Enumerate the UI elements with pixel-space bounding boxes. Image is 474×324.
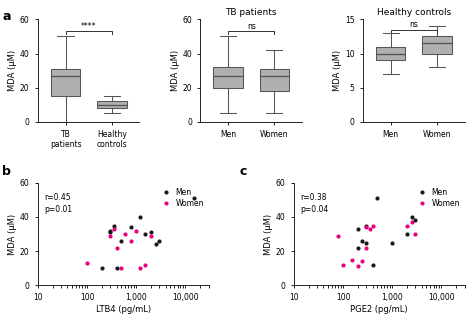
Point (110, 226, 118, 232)
Bar (97, 101, 127, 108)
Point (147, 233, 155, 238)
Point (147, 230, 155, 235)
Y-axis label: MDA (μM): MDA (μM) (333, 50, 342, 91)
Point (335, 233, 342, 238)
Point (155, 238, 163, 243)
Point (354, 226, 362, 232)
Bar (213, 67, 243, 87)
Point (107, 228, 114, 233)
Point (411, 218, 419, 223)
Legend: Men, Women: Men, Women (157, 187, 205, 209)
Bar (376, 47, 405, 60)
Point (121, 231, 129, 237)
Point (107, 233, 114, 238)
Y-axis label: MDA (μM): MDA (μM) (264, 214, 273, 255)
Bar (422, 37, 452, 53)
Point (152, 242, 159, 247)
Point (408, 214, 415, 220)
Title: TB patients: TB patients (226, 8, 277, 17)
Point (118, 265, 125, 271)
Text: b: b (2, 165, 11, 178)
Text: r=0.38
p=0.04: r=0.38 p=0.04 (301, 193, 329, 214)
Point (408, 220, 415, 225)
Text: c: c (239, 165, 247, 178)
Text: ns: ns (247, 22, 255, 31)
Point (83, 260, 91, 266)
Point (354, 264, 362, 269)
Point (354, 245, 362, 250)
Point (128, 238, 135, 243)
Point (118, 238, 125, 243)
X-axis label: LTB4 (pg/mL): LTB4 (pg/mL) (96, 305, 151, 314)
Point (369, 223, 376, 228)
Point (113, 265, 120, 271)
Point (363, 245, 370, 250)
Point (363, 225, 370, 230)
Point (363, 223, 370, 228)
Y-axis label: MDA (μM): MDA (μM) (171, 50, 180, 91)
Point (411, 231, 419, 237)
Point (348, 257, 356, 262)
Point (366, 226, 374, 232)
Point (359, 259, 366, 264)
Title: Healthy controls: Healthy controls (377, 8, 451, 17)
Point (110, 223, 118, 228)
Point (363, 240, 370, 245)
Point (136, 214, 144, 220)
Point (107, 230, 114, 235)
Point (128, 225, 135, 230)
Point (113, 245, 120, 250)
Bar (260, 69, 289, 91)
Legend: Men, Women: Men, Women (413, 187, 461, 209)
Y-axis label: MDA (μM): MDA (μM) (8, 50, 17, 91)
Point (190, 196, 198, 201)
Point (374, 196, 381, 201)
Point (403, 223, 410, 228)
X-axis label: PGE2 (pg/mL): PGE2 (pg/mL) (350, 305, 408, 314)
Text: ns: ns (409, 20, 418, 29)
Point (339, 262, 347, 267)
Point (403, 231, 410, 237)
Point (359, 238, 366, 243)
Text: ****: **** (81, 22, 96, 31)
Point (141, 231, 148, 237)
Bar (51, 69, 81, 96)
Text: r=0.45
p=0.01: r=0.45 p=0.01 (45, 193, 73, 214)
Point (98, 265, 106, 271)
Point (141, 262, 148, 267)
Point (132, 228, 140, 233)
Point (369, 262, 376, 267)
Text: a: a (2, 10, 11, 23)
Point (136, 265, 144, 271)
Y-axis label: MDA (μM): MDA (μM) (8, 214, 17, 255)
Point (388, 240, 396, 245)
